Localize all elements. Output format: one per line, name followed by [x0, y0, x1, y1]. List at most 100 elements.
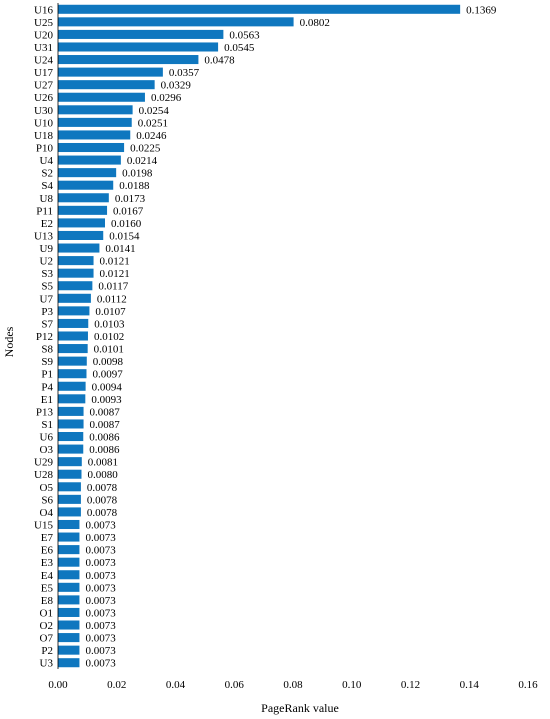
bar-u29 [58, 457, 82, 467]
bar-u18 [58, 130, 131, 140]
bar-e4 [58, 570, 80, 580]
category-label: U6 [40, 432, 54, 444]
value-label: 0.0802 [300, 17, 330, 29]
value-label: 0.0073 [85, 620, 116, 632]
bar-o2 [58, 620, 80, 630]
bar-e3 [58, 557, 80, 567]
x-axis-title: PageRank value [261, 701, 339, 715]
category-label: U27 [34, 80, 53, 92]
bar-u6 [58, 432, 84, 442]
value-label: 0.0117 [98, 281, 128, 293]
category-label: S8 [41, 344, 53, 356]
bar-u15 [58, 519, 80, 530]
category-label: U16 [34, 4, 53, 16]
bar-u27 [58, 80, 155, 90]
value-label: 0.0167 [113, 205, 144, 217]
bar-s8 [58, 344, 88, 354]
value-label: 0.0073 [85, 633, 116, 645]
bar-e5 [58, 582, 80, 592]
bar-u16 [58, 4, 461, 14]
category-label: P3 [41, 306, 53, 318]
category-label: U3 [40, 658, 54, 670]
bar-s9 [58, 356, 87, 366]
value-label: 0.1369 [466, 4, 497, 16]
value-label: 0.0154 [109, 230, 140, 242]
category-label: S1 [41, 419, 53, 431]
bar-s2 [58, 168, 117, 178]
value-label: 0.0545 [224, 42, 255, 54]
value-label: 0.0563 [229, 29, 260, 41]
category-label: O1 [40, 607, 53, 619]
category-label: O5 [40, 482, 54, 494]
value-label: 0.0097 [92, 369, 123, 381]
bar-s7 [58, 318, 89, 328]
bar-p4 [58, 381, 86, 391]
bar-u25 [58, 17, 294, 27]
value-label: 0.0214 [127, 155, 158, 167]
value-label: 0.0225 [130, 143, 161, 155]
x-tick-label: 0.04 [166, 679, 186, 691]
category-label: P10 [36, 143, 54, 155]
category-label: P4 [41, 381, 53, 393]
bar-u4 [58, 155, 121, 165]
category-label: U4 [40, 155, 54, 167]
value-label: 0.0246 [136, 130, 167, 142]
value-label: 0.0080 [88, 469, 119, 481]
bar-o1 [58, 607, 80, 617]
bar-u2 [58, 256, 94, 266]
value-label: 0.0094 [92, 381, 123, 393]
bar-u30 [58, 105, 133, 115]
bar-p12 [58, 331, 88, 341]
category-label: S9 [41, 356, 53, 368]
bar-u26 [58, 92, 145, 102]
category-label: E3 [41, 557, 54, 569]
category-label: E2 [41, 218, 53, 230]
category-label: S6 [41, 494, 53, 506]
value-label: 0.0086 [89, 444, 120, 456]
category-label: U9 [40, 243, 54, 255]
category-label: U18 [34, 130, 53, 142]
category-label: P2 [41, 645, 53, 657]
value-label: 0.0141 [105, 243, 135, 255]
x-tick-label: 0.08 [283, 679, 303, 691]
y-axis-title: Nodes [2, 326, 16, 357]
bar-u31 [58, 42, 219, 52]
category-label: E8 [41, 595, 54, 607]
category-label: S2 [41, 168, 53, 180]
value-label: 0.0121 [100, 268, 130, 280]
value-label: 0.0081 [88, 457, 118, 469]
value-label: 0.0121 [100, 256, 130, 268]
x-tick-label: 0.16 [518, 679, 538, 691]
category-label: U24 [34, 55, 53, 67]
category-label: S5 [41, 281, 53, 293]
category-label: U28 [34, 469, 53, 481]
x-tick-label: 0.06 [225, 679, 245, 691]
value-label: 0.0357 [169, 67, 200, 79]
value-label: 0.0251 [138, 117, 168, 129]
value-label: 0.0078 [87, 507, 118, 519]
bar-u8 [58, 193, 109, 203]
bar-p11 [58, 205, 108, 215]
value-label: 0.0073 [85, 557, 116, 569]
category-label: U31 [34, 42, 53, 54]
category-label: S7 [41, 318, 53, 330]
bar-p2 [58, 645, 80, 655]
value-label: 0.0478 [204, 55, 235, 67]
bars [58, 4, 461, 668]
value-label: 0.0073 [85, 532, 116, 544]
bar-o5 [58, 482, 81, 492]
bar-p13 [58, 406, 84, 416]
bar-u13 [58, 230, 104, 240]
value-label: 0.0160 [111, 218, 142, 230]
category-label: U26 [34, 92, 53, 104]
x-tick-label: 0.14 [460, 679, 480, 691]
bar-o7 [58, 633, 80, 643]
bar-u7 [58, 293, 91, 303]
bar-o4 [58, 507, 81, 517]
x-tick-label: 0.00 [48, 679, 68, 691]
category-label: U10 [34, 117, 53, 129]
bar-u20 [58, 29, 224, 39]
category-label: U30 [34, 105, 53, 117]
category-label: E6 [41, 545, 54, 557]
